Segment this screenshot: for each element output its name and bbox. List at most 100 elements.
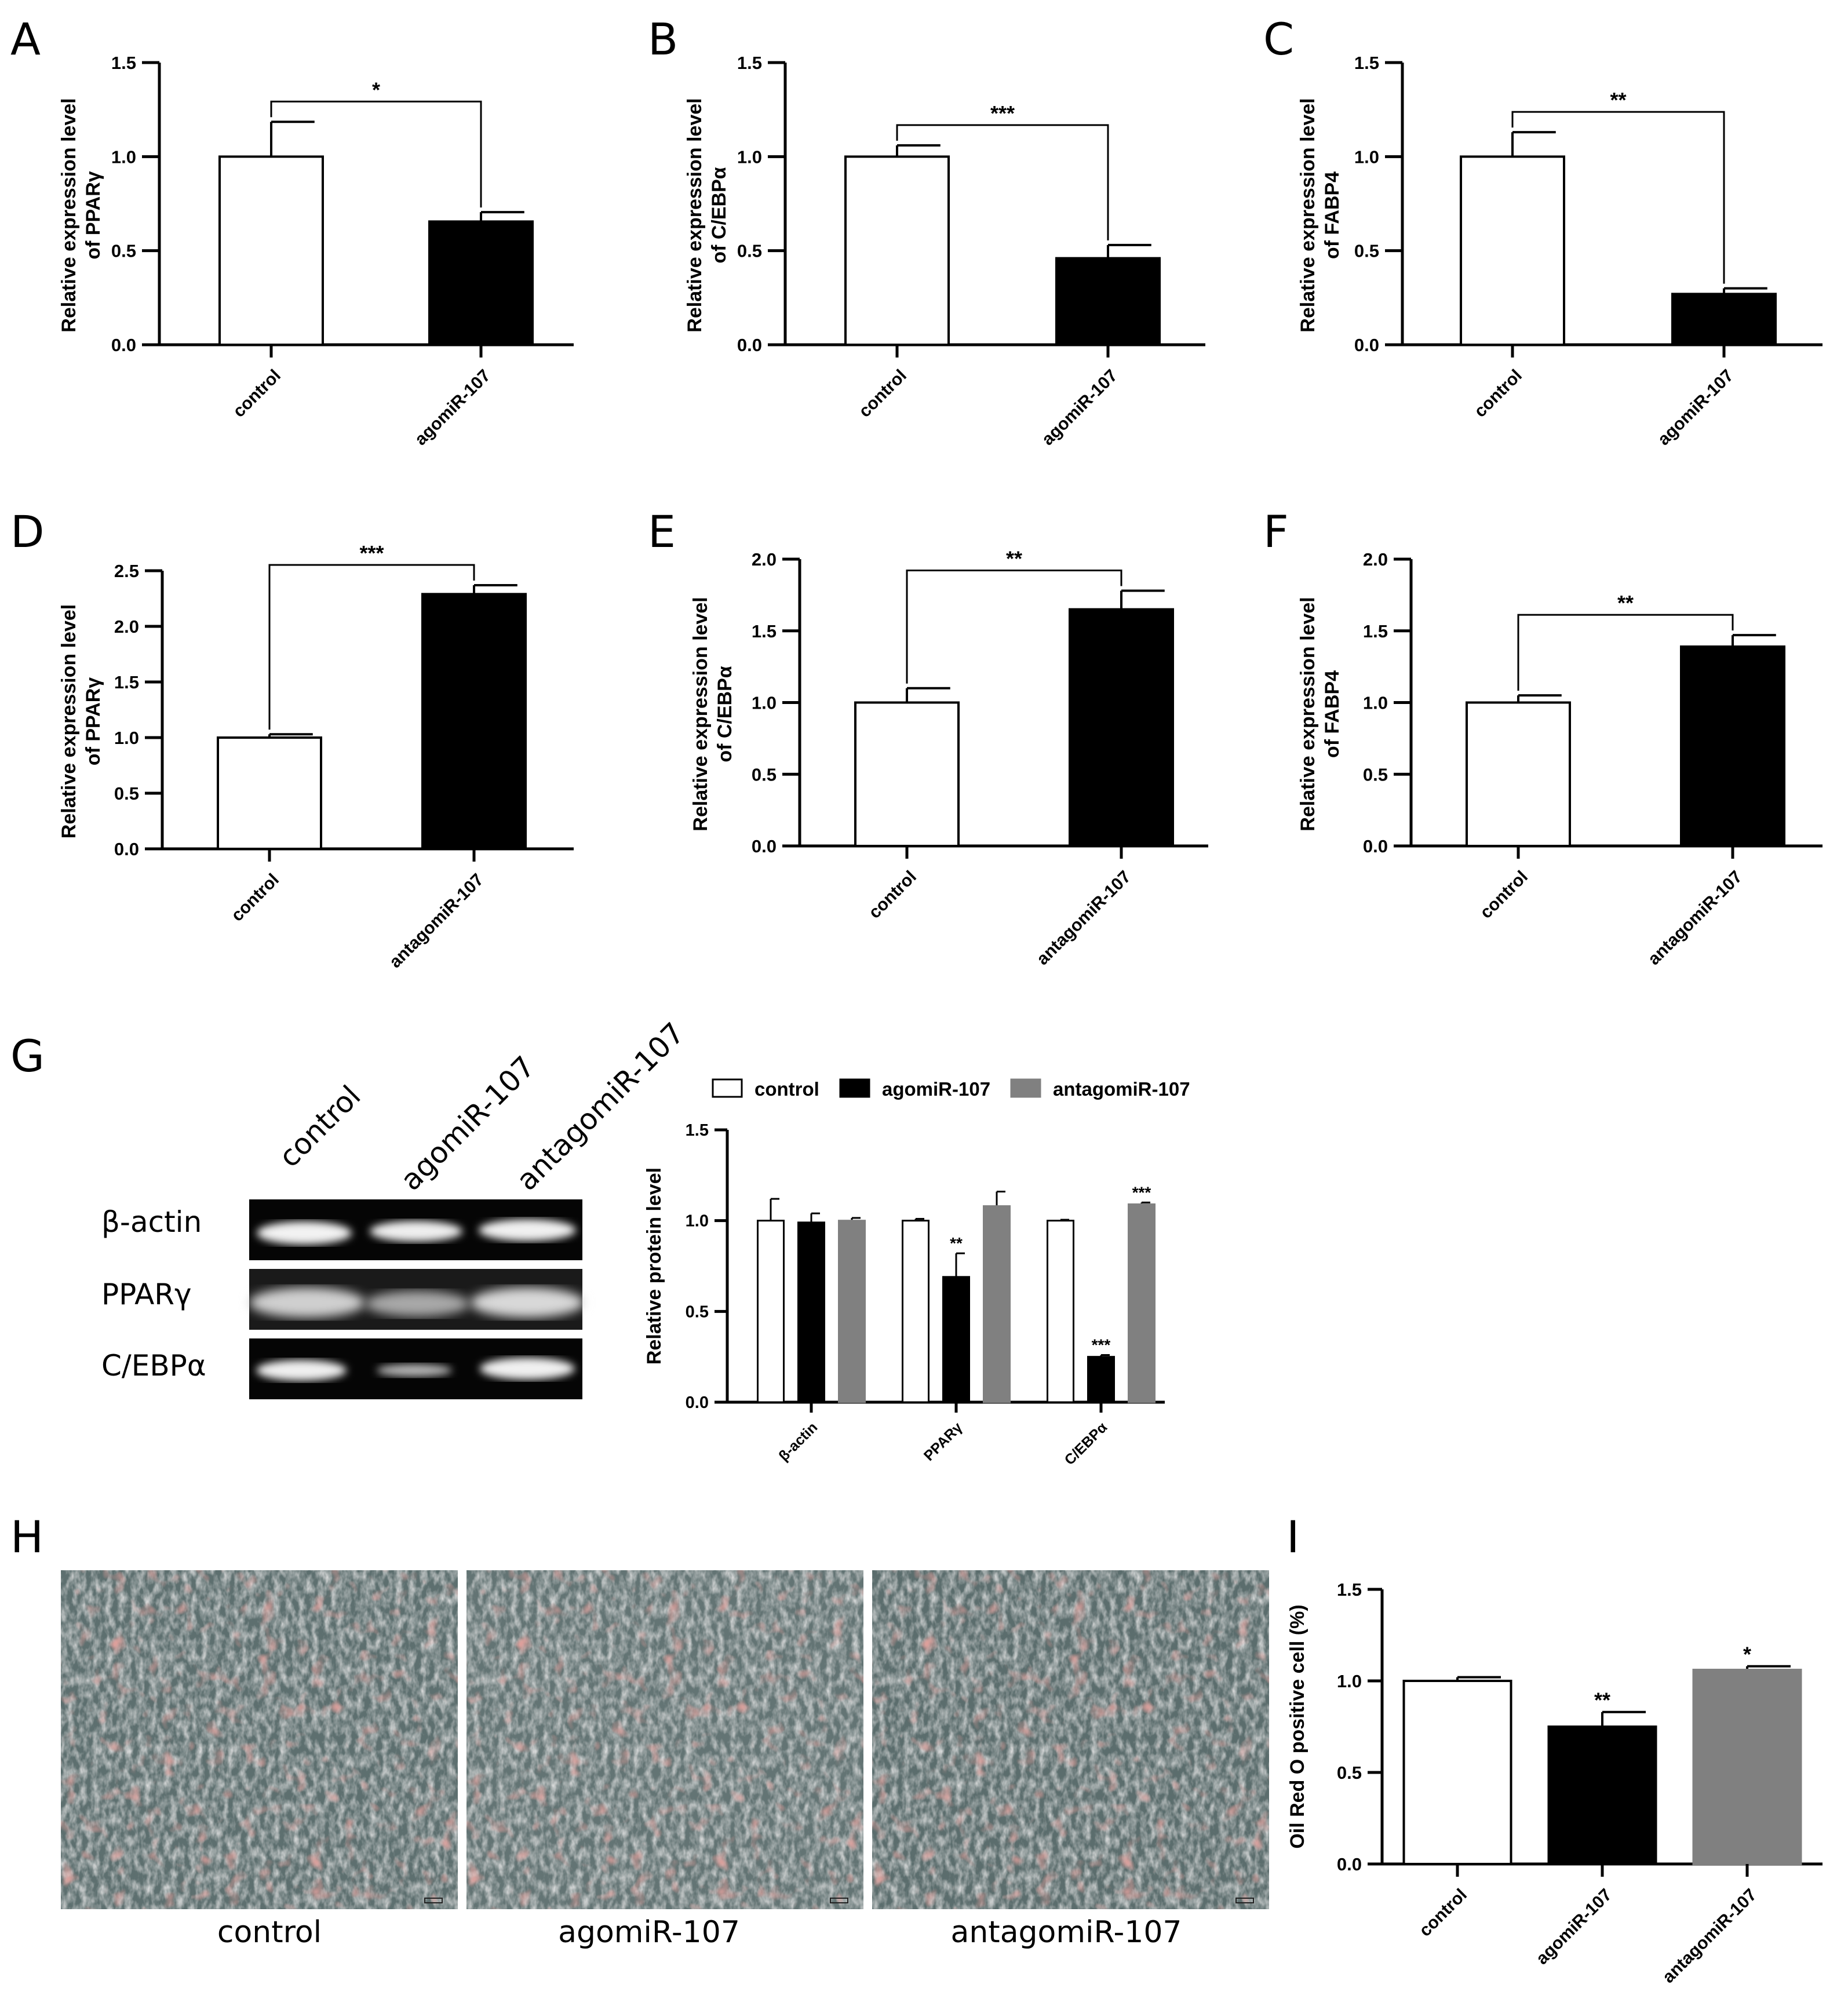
legend-entry: antagomiR-107 bbox=[1053, 1078, 1190, 1100]
band-ppar-agomir bbox=[365, 1291, 469, 1316]
y-tick-label: 2.0 bbox=[114, 617, 139, 637]
band-actin-antagomir bbox=[479, 1219, 576, 1241]
y-tick-label: 1.0 bbox=[752, 693, 777, 713]
y-axis-label: Relative expression level bbox=[684, 98, 706, 332]
scale-bar bbox=[1235, 1898, 1254, 1903]
bar bbox=[1547, 1726, 1657, 1865]
blot-lane-label-control: control bbox=[272, 1079, 367, 1174]
x-tick-label: antagomiR-107 bbox=[1033, 867, 1135, 969]
panel-label-h: H bbox=[10, 1511, 44, 1563]
significance-stars: *** bbox=[1132, 1183, 1151, 1201]
y-tick-label: 0.5 bbox=[737, 241, 762, 261]
y-tick-label: 0.5 bbox=[752, 764, 777, 785]
y-tick-label: 1.0 bbox=[1354, 147, 1379, 167]
micrograph-antagomir bbox=[872, 1570, 1269, 1909]
blot-lane-label-antagomir: antagomiR-107 bbox=[510, 1016, 691, 1198]
y-tick-label: 2.0 bbox=[1363, 549, 1388, 570]
y-tick-label: 0.5 bbox=[686, 1303, 709, 1321]
bar bbox=[1671, 293, 1777, 346]
x-tick-label: control bbox=[229, 366, 285, 421]
significance-stars: * bbox=[372, 78, 380, 101]
y-tick-label: 1.0 bbox=[737, 147, 762, 167]
panel-label-e: E bbox=[648, 506, 676, 557]
y-axis-label: of PPARγ bbox=[82, 677, 104, 765]
blot-row-label-cebp: C/EBPα bbox=[101, 1349, 206, 1382]
significance-stars: *** bbox=[1092, 1336, 1111, 1354]
micrograph-label-antagomir: antagomiR-107 bbox=[950, 1915, 1182, 1950]
y-tick-label: 0.0 bbox=[1337, 1854, 1362, 1874]
legend-swatch bbox=[1010, 1078, 1041, 1098]
y-tick-label: 1.5 bbox=[1354, 53, 1379, 73]
micrograph-agomir bbox=[466, 1570, 863, 1909]
band-cebp-control bbox=[256, 1360, 347, 1381]
x-tick-label: control bbox=[1477, 867, 1532, 922]
y-axis-label: of C/EBPα bbox=[714, 666, 736, 762]
bar bbox=[1128, 1203, 1156, 1403]
x-tick-label: PPARγ bbox=[921, 1419, 966, 1464]
y-tick-label: 1.5 bbox=[686, 1121, 709, 1140]
significance-stars: ** bbox=[1006, 546, 1022, 570]
x-tick-label: control bbox=[228, 870, 283, 925]
significance-stars: *** bbox=[359, 541, 384, 565]
significance-bracket bbox=[270, 100, 482, 208]
bar bbox=[797, 1221, 825, 1403]
bar bbox=[1055, 257, 1161, 346]
panel-label-g: G bbox=[10, 1030, 45, 1082]
bar bbox=[854, 701, 960, 847]
y-tick-label: 0.0 bbox=[1363, 836, 1388, 856]
panel-label-b: B bbox=[648, 13, 679, 65]
y-axis-label: Relative expression level bbox=[1297, 597, 1319, 831]
significance-stars: ** bbox=[1617, 591, 1634, 615]
blot-strip-cebp bbox=[249, 1338, 582, 1399]
x-tick-label: agomiR-107 bbox=[1654, 366, 1737, 450]
x-tick-label: antagomiR-107 bbox=[1645, 867, 1746, 969]
y-axis-label: Relative expression level bbox=[58, 98, 80, 332]
y-tick-label: 0.0 bbox=[752, 836, 777, 856]
y-tick-label: 0.5 bbox=[1354, 241, 1379, 261]
x-tick-label: antagomiR-107 bbox=[1659, 1885, 1760, 1987]
bar bbox=[428, 220, 534, 346]
micrograph-label-agomir: agomiR-107 bbox=[558, 1915, 740, 1950]
y-tick-label: 1.0 bbox=[1337, 1671, 1362, 1691]
y-axis-label: of FABP4 bbox=[1321, 172, 1343, 259]
bar bbox=[942, 1276, 970, 1403]
bar bbox=[844, 155, 950, 346]
blot-row-label-actin: β-actin bbox=[101, 1205, 202, 1239]
blot-row-label-ppar: PPARγ bbox=[101, 1278, 192, 1311]
bar bbox=[421, 593, 527, 850]
bar bbox=[1460, 155, 1565, 346]
scale-bar bbox=[424, 1898, 443, 1903]
x-tick-label: control bbox=[865, 867, 920, 922]
y-tick-label: 1.0 bbox=[686, 1212, 709, 1231]
bar bbox=[983, 1205, 1011, 1403]
significance-stars: ** bbox=[1594, 1688, 1610, 1712]
y-tick-label: 1.5 bbox=[752, 621, 777, 641]
y-axis-label: Relative expression level bbox=[1297, 98, 1319, 332]
bar bbox=[1047, 1220, 1074, 1403]
y-tick-label: 1.5 bbox=[737, 53, 762, 73]
y-tick-label: 0.5 bbox=[1337, 1763, 1362, 1783]
bar bbox=[902, 1220, 930, 1403]
y-tick-label: 0.5 bbox=[111, 241, 136, 261]
y-tick-label: 0.0 bbox=[1354, 335, 1379, 355]
y-tick-label: 1.5 bbox=[114, 672, 139, 692]
scale-bar bbox=[830, 1898, 848, 1903]
x-tick-label: control bbox=[1471, 366, 1526, 421]
x-tick-label: agomiR-107 bbox=[1038, 366, 1121, 450]
y-tick-label: 0.0 bbox=[111, 335, 136, 355]
significance-bracket bbox=[1517, 614, 1734, 691]
legend-swatch bbox=[712, 1078, 743, 1098]
bar bbox=[1466, 701, 1571, 847]
significance-stars: ** bbox=[1610, 88, 1626, 112]
y-axis-label: of PPARγ bbox=[82, 171, 104, 259]
y-tick-label: 1.5 bbox=[111, 53, 136, 73]
blot-strip-ppar bbox=[249, 1269, 584, 1330]
y-axis-label: Relative protein level bbox=[643, 1168, 665, 1365]
significance-stars: * bbox=[1743, 1643, 1751, 1666]
micrograph-control bbox=[61, 1570, 458, 1909]
band-cebp-agomir bbox=[377, 1364, 452, 1377]
y-tick-label: 2.0 bbox=[752, 549, 777, 570]
y-tick-label: 2.5 bbox=[114, 561, 139, 581]
y-tick-label: 0.5 bbox=[114, 783, 139, 804]
legend-entry: control bbox=[754, 1078, 819, 1100]
